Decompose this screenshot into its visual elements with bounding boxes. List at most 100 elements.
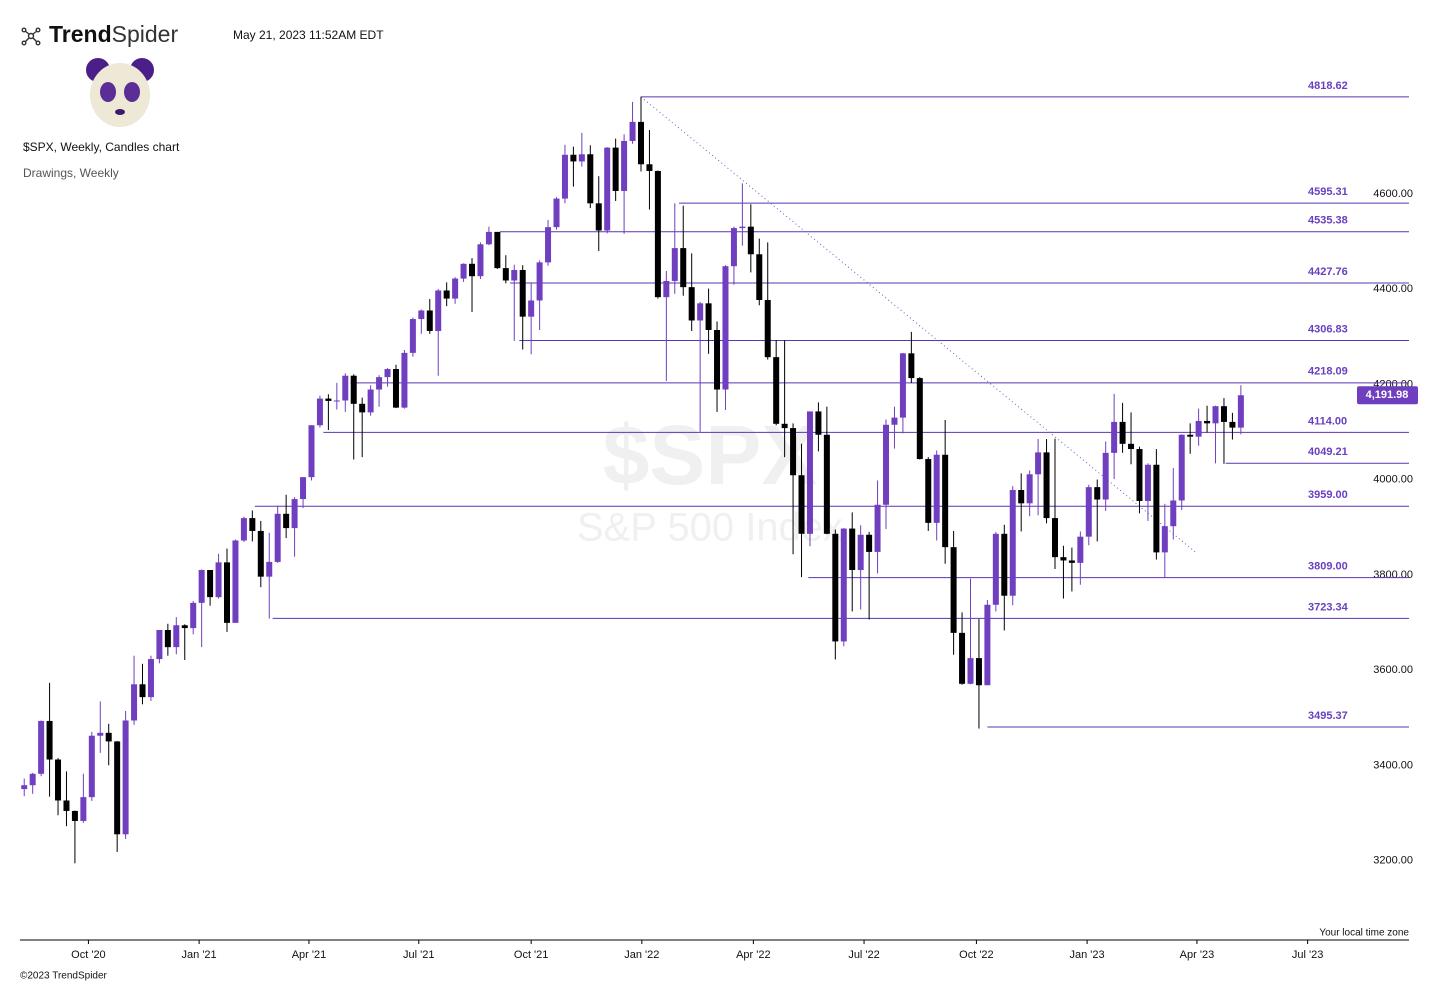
logo-light: Spider bbox=[112, 21, 179, 47]
candle-body bbox=[1153, 464, 1160, 553]
candle-body bbox=[257, 530, 264, 577]
x-tick-label: Jan '22 bbox=[624, 949, 659, 961]
candle-body bbox=[730, 228, 737, 267]
candle-body bbox=[38, 720, 45, 774]
candle-body bbox=[97, 732, 104, 736]
candle-body bbox=[367, 389, 374, 413]
candle-body bbox=[131, 684, 138, 721]
logo-bold: Trend bbox=[49, 21, 112, 47]
candle-body bbox=[545, 227, 552, 263]
candle-body bbox=[899, 353, 906, 418]
candle-body bbox=[1001, 533, 1008, 596]
candle-body bbox=[21, 785, 28, 790]
candle-body bbox=[359, 403, 366, 413]
candle-body bbox=[232, 540, 239, 623]
level-label: 3723.34 bbox=[1308, 601, 1349, 613]
candle-body bbox=[1229, 421, 1236, 428]
watermark: $SPX bbox=[603, 408, 818, 502]
candle-body bbox=[1111, 421, 1118, 453]
x-tick-label: Apr '23 bbox=[1180, 949, 1215, 961]
candle-body bbox=[1204, 420, 1211, 424]
x-tick-label: Apr '22 bbox=[736, 949, 771, 961]
candle-body bbox=[570, 154, 577, 162]
candle-body bbox=[536, 262, 543, 301]
x-tick-label: Oct '22 bbox=[959, 949, 994, 961]
candle-body bbox=[207, 570, 214, 598]
candle-body bbox=[1195, 420, 1202, 437]
candle-body bbox=[984, 604, 991, 686]
candle-body bbox=[1094, 487, 1101, 500]
y-tick-label: 4400.00 bbox=[1373, 283, 1413, 295]
candle-body bbox=[561, 154, 568, 199]
price-tag-label: 4,191.98 bbox=[1366, 389, 1409, 401]
candle-body bbox=[1009, 490, 1016, 596]
candle-body bbox=[409, 319, 416, 353]
candle-body bbox=[891, 417, 898, 425]
level-label: 4049.21 bbox=[1308, 446, 1348, 458]
candle-body bbox=[401, 352, 408, 408]
candle-body bbox=[663, 280, 670, 298]
candle-body bbox=[308, 425, 315, 478]
level-label: 4306.83 bbox=[1308, 323, 1348, 335]
y-tick-label: 3800.00 bbox=[1373, 569, 1413, 581]
candle-body bbox=[773, 357, 780, 424]
x-tick-label: Apr '21 bbox=[292, 949, 327, 961]
candle-body bbox=[494, 231, 501, 269]
candle-body bbox=[908, 353, 915, 379]
candle-body bbox=[629, 121, 636, 141]
x-tick-label: Jan '23 bbox=[1070, 949, 1105, 961]
candle-body bbox=[519, 270, 526, 317]
candle-body bbox=[756, 254, 763, 300]
candle-body bbox=[1018, 490, 1025, 504]
candle-body bbox=[1220, 406, 1227, 422]
candle-body bbox=[460, 263, 467, 279]
candle-body bbox=[823, 434, 830, 534]
candle-body bbox=[80, 797, 87, 821]
candle-body bbox=[350, 375, 357, 404]
candle-body bbox=[1043, 452, 1050, 519]
candle-body bbox=[342, 375, 349, 401]
x-tick-label: Jul '23 bbox=[1292, 949, 1323, 961]
candle-body bbox=[173, 625, 180, 648]
candle-body bbox=[426, 310, 433, 331]
candle-body bbox=[578, 154, 585, 162]
candle-body bbox=[240, 518, 247, 541]
level-label: 3495.37 bbox=[1308, 710, 1348, 722]
level-label: 3959.00 bbox=[1308, 489, 1348, 501]
candle-body bbox=[1119, 421, 1126, 444]
candle-body bbox=[722, 266, 729, 390]
candle-body bbox=[604, 147, 611, 231]
candle-body bbox=[300, 477, 307, 500]
candle-body bbox=[764, 300, 771, 358]
candle-body bbox=[942, 454, 949, 548]
candle-body bbox=[621, 140, 628, 191]
y-tick-label: 3400.00 bbox=[1373, 759, 1413, 771]
x-tick-label: Jul '21 bbox=[403, 949, 434, 961]
level-label: 4218.09 bbox=[1308, 366, 1348, 378]
candle-body bbox=[198, 570, 205, 603]
level-label: 4535.38 bbox=[1308, 215, 1348, 227]
avatar bbox=[86, 58, 154, 127]
candle-body bbox=[223, 562, 230, 623]
candle-body bbox=[857, 534, 864, 570]
candle-body bbox=[376, 377, 383, 390]
candle-body bbox=[71, 810, 78, 821]
y-tick-label: 4600.00 bbox=[1373, 188, 1413, 200]
candle-body bbox=[840, 528, 847, 642]
drawings-line: Drawings, Weekly bbox=[23, 166, 119, 180]
price-tag bbox=[1357, 386, 1418, 405]
candle-body bbox=[806, 411, 813, 534]
candle-body bbox=[477, 244, 484, 277]
y-tick-label: 3200.00 bbox=[1373, 855, 1413, 867]
candle-body bbox=[781, 423, 788, 429]
candle-body bbox=[1178, 434, 1185, 501]
candle-body bbox=[1187, 434, 1194, 437]
candle-body bbox=[587, 154, 594, 204]
candle-body bbox=[283, 513, 290, 529]
candle-body bbox=[832, 533, 839, 642]
level-label: 4114.00 bbox=[1308, 415, 1347, 427]
candle-body bbox=[815, 411, 822, 435]
candle-body bbox=[992, 533, 999, 605]
candle-body bbox=[114, 741, 121, 835]
